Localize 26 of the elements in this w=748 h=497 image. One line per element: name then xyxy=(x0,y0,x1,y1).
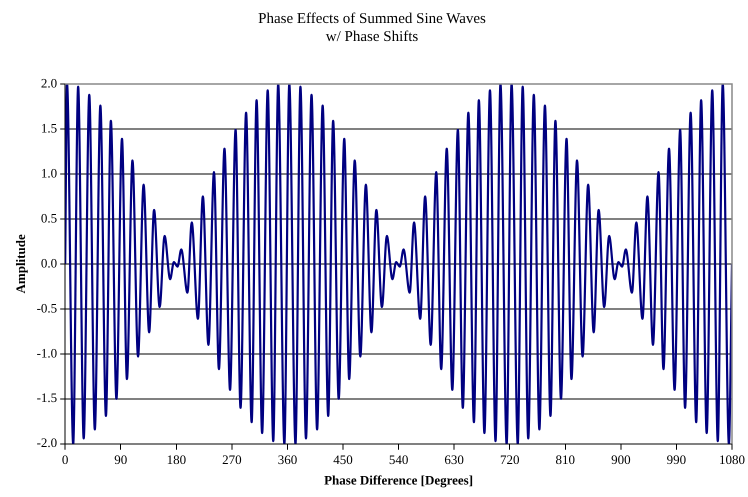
x-tick-label: 720 xyxy=(500,452,520,468)
x-tick-label: 990 xyxy=(666,452,686,468)
y-tick-label: 0.5 xyxy=(40,210,58,226)
x-tick-label: 450 xyxy=(333,452,353,468)
x-tick-label: 360 xyxy=(278,452,298,468)
x-tick-label: 1080 xyxy=(719,452,745,468)
x-tick-label: 180 xyxy=(166,452,186,468)
y-tick-label: -1.0 xyxy=(36,345,58,360)
x-tick-label: 540 xyxy=(388,452,408,468)
y-tick-label: 0.0 xyxy=(40,255,58,270)
y-tick-label: -1.5 xyxy=(36,390,58,406)
x-axis-title: Phase Difference [Degrees] xyxy=(324,472,474,488)
x-tick-label: 900 xyxy=(611,452,631,468)
x-tick-label: 90 xyxy=(114,452,128,468)
chart-title: Phase Effects of Summed Sine Waves xyxy=(258,10,486,27)
y-tick-label: 2.0 xyxy=(40,75,58,90)
y-axis-title: Amplitude xyxy=(13,234,28,294)
x-tick-label: 270 xyxy=(222,452,242,468)
y-tick-label: -2.0 xyxy=(36,435,58,450)
y-tick-label: 1.0 xyxy=(40,165,58,180)
x-tick-label: 630 xyxy=(444,452,464,468)
y-tick-label: -0.5 xyxy=(36,300,58,316)
x-tick-label: 0 xyxy=(62,452,68,468)
chart-subtitle: w/ Phase Shifts xyxy=(326,28,418,45)
x-tick-label: 810 xyxy=(556,452,576,468)
y-tick-label: 1.5 xyxy=(40,120,58,136)
